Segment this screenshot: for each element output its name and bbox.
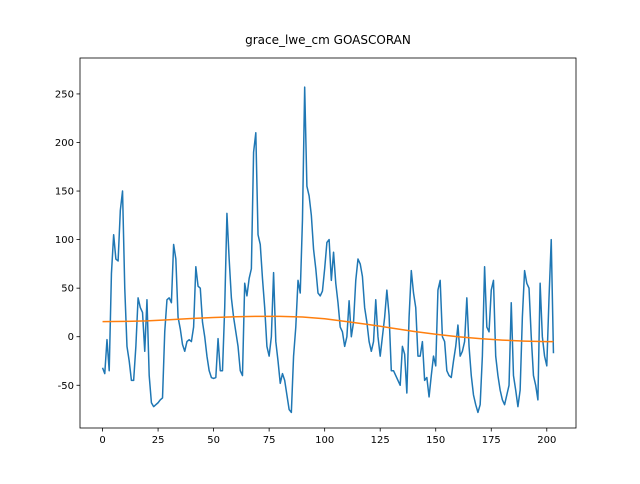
- plot-frame: [79, 57, 577, 429]
- y-tick-label: 250: [55, 89, 74, 100]
- y-tick-label: -50: [58, 381, 74, 392]
- y-tick-label: 150: [55, 187, 74, 198]
- x-tick-label: 175: [482, 435, 501, 446]
- chart-title: grace_lwe_cm GOASCORAN: [245, 33, 411, 47]
- x-tick-label: 75: [263, 435, 276, 446]
- x-tick-label: 150: [426, 435, 445, 446]
- y-tick-label: 0: [68, 332, 74, 343]
- x-tick-label: 100: [315, 435, 334, 446]
- x-tick-label: 0: [99, 435, 105, 446]
- y-tick-label: 200: [55, 138, 74, 149]
- x-tick-label: 25: [152, 435, 165, 446]
- x-tick-label: 125: [371, 435, 390, 446]
- x-tick-label: 50: [207, 435, 220, 446]
- line: [102, 315, 554, 343]
- line: [101, 86, 555, 414]
- x-tick-label: 200: [537, 435, 556, 446]
- y-tick-label: 100: [55, 235, 74, 246]
- y-tick-label: 50: [61, 284, 74, 295]
